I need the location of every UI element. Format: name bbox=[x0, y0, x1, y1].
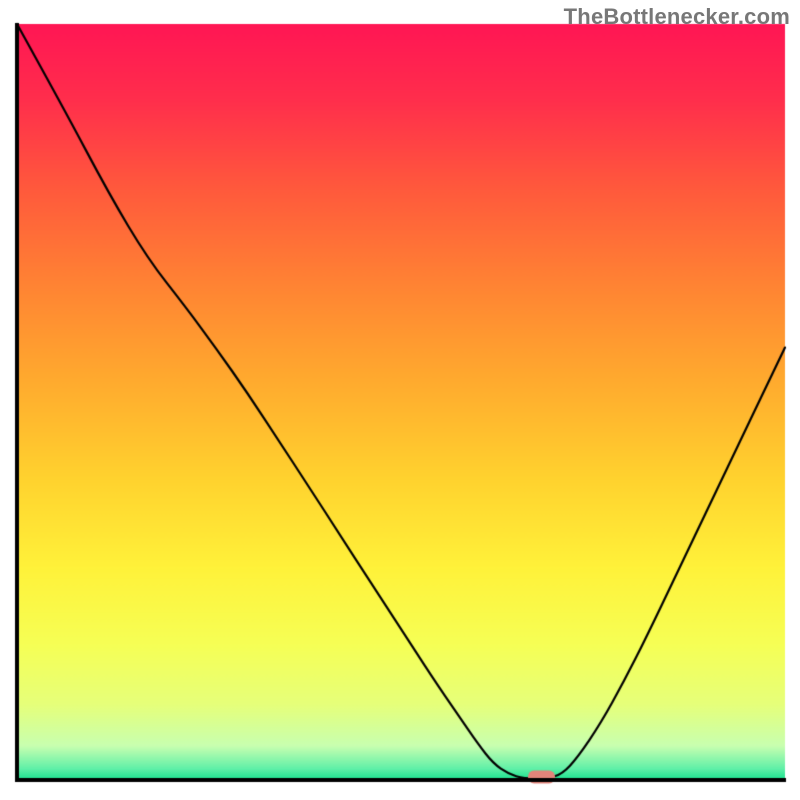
bottleneck-chart-canvas bbox=[0, 0, 800, 800]
chart-container: TheBottlenecker.com bbox=[0, 0, 800, 800]
watermark-text: TheBottlenecker.com bbox=[564, 4, 790, 30]
